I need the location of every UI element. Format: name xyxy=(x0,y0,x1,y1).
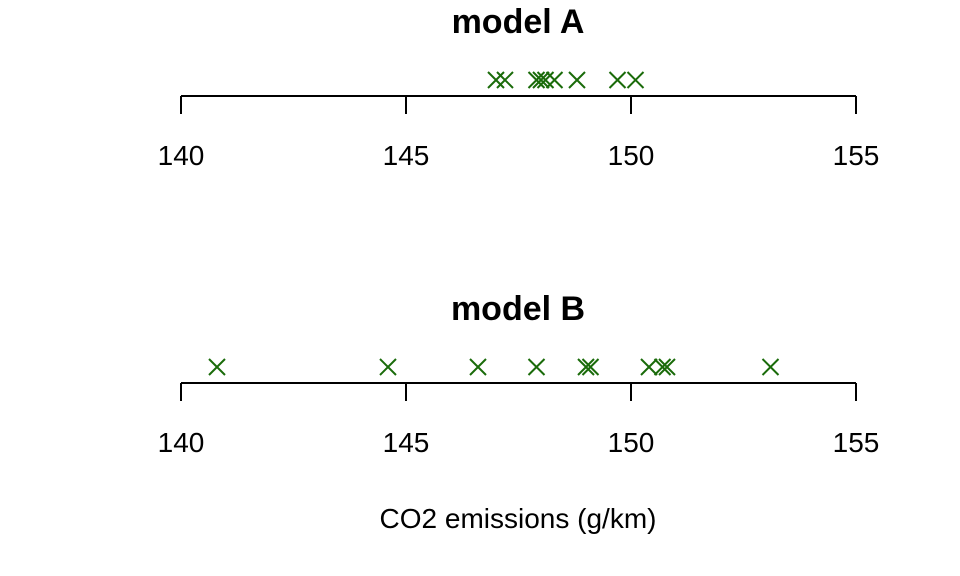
data-point-model-b xyxy=(658,358,676,376)
tick-label: 150 xyxy=(608,427,655,458)
data-points-model-b xyxy=(208,358,780,376)
tick-label: 145 xyxy=(383,140,430,171)
tick-label: 150 xyxy=(608,140,655,171)
data-point-model-a xyxy=(536,71,555,89)
panel-title-model-a: model A xyxy=(452,3,585,41)
data-point-model-a xyxy=(626,71,645,89)
data-point-model-a xyxy=(532,71,550,89)
tick-label: 145 xyxy=(383,427,430,458)
data-point-model-b xyxy=(379,358,397,376)
data-point-model-b xyxy=(581,358,600,376)
x-axis-model-b: 140 145 150 155 xyxy=(158,382,880,458)
panel-title-model-b: model B xyxy=(451,290,585,328)
data-point-model-b xyxy=(640,358,658,376)
data-point-model-b xyxy=(577,358,595,376)
tick-label: 155 xyxy=(833,140,880,171)
data-point-model-a xyxy=(545,71,564,89)
x-axis-label: CO2 emissions (g/km) xyxy=(380,503,657,534)
data-point-model-b xyxy=(208,358,226,376)
tick-label: 155 xyxy=(833,427,880,458)
x-axis-model-a: 140 145 150 155 xyxy=(158,95,880,171)
data-point-model-a xyxy=(608,71,627,89)
tick-label: 140 xyxy=(158,140,205,171)
data-point-model-b xyxy=(527,358,546,376)
data-point-model-b xyxy=(761,358,780,376)
panel-model-a: model A 140 145 150 155 xyxy=(158,3,880,171)
tick-label: 140 xyxy=(158,427,205,458)
data-points-model-a xyxy=(487,71,645,89)
data-point-model-a xyxy=(527,71,546,89)
data-point-model-a xyxy=(568,71,586,89)
data-point-model-a xyxy=(496,71,514,89)
data-point-model-b xyxy=(469,358,487,376)
panel-model-b: model B 140 145 150 155 xyxy=(158,290,880,458)
data-point-model-a xyxy=(487,71,505,89)
data-point-model-b xyxy=(653,358,672,376)
